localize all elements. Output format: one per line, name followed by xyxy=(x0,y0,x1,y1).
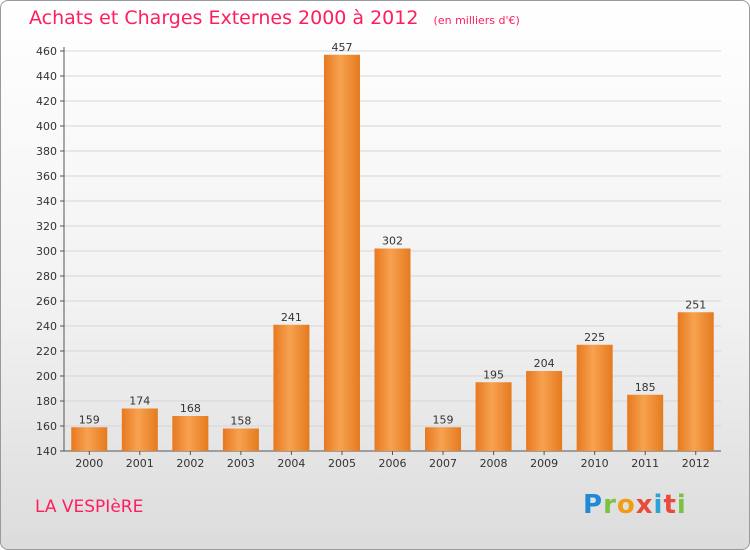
bar-value-label: 168 xyxy=(180,402,201,415)
y-tick-label: 460 xyxy=(36,45,57,58)
bar xyxy=(273,324,310,451)
y-tick-label: 220 xyxy=(36,345,57,358)
y-tick-label: 380 xyxy=(36,145,57,158)
commune-name: LA VESPIèRE xyxy=(35,497,144,517)
bar xyxy=(71,427,108,451)
y-tick-label: 440 xyxy=(36,70,57,83)
bar-value-label: 241 xyxy=(281,311,302,324)
proxiti-logo: Proxiti xyxy=(583,490,687,520)
x-tick-label: 2002 xyxy=(176,457,204,470)
bar-value-label: 185 xyxy=(635,381,656,394)
y-tick-label: 320 xyxy=(36,220,57,233)
y-tick-label: 200 xyxy=(36,370,57,383)
bar-value-label: 174 xyxy=(129,395,150,408)
unit-label: (en milliers d'€) xyxy=(433,14,520,27)
chart-heading: Achats et Charges Externes 2000 à 2012 (… xyxy=(29,7,520,29)
bar-value-label: 251 xyxy=(685,298,706,311)
logo-letter: r xyxy=(603,490,617,520)
bar xyxy=(475,382,512,451)
logo-letter: o xyxy=(616,490,636,520)
bar xyxy=(374,248,411,451)
y-tick-label: 300 xyxy=(36,245,57,258)
bar xyxy=(425,427,462,451)
x-tick-label: 2012 xyxy=(682,457,710,470)
logo-letter: i xyxy=(676,490,687,520)
y-tick-label: 240 xyxy=(36,320,57,333)
x-tick-label: 2007 xyxy=(429,457,457,470)
y-tick-label: 140 xyxy=(36,445,57,458)
bar-value-label: 158 xyxy=(230,415,251,428)
y-tick-label: 260 xyxy=(36,295,57,308)
bar-value-label: 225 xyxy=(584,331,605,344)
bar xyxy=(121,408,158,451)
bar xyxy=(172,416,209,451)
y-tick-label: 340 xyxy=(36,195,57,208)
bar xyxy=(323,54,360,451)
x-tick-label: 2006 xyxy=(379,457,407,470)
x-tick-label: 2001 xyxy=(126,457,154,470)
logo-letter: x xyxy=(635,490,654,520)
bars xyxy=(71,54,714,451)
bar xyxy=(576,344,613,451)
axes: 140 160 180 200 220 240 260 280 300 320 340 360 380 4… xyxy=(36,45,721,470)
y-tick-label: 280 xyxy=(36,270,57,283)
bar xyxy=(222,428,259,451)
logo-letter: P xyxy=(583,490,604,520)
logo-letter: t xyxy=(663,490,677,520)
y-tick-label: 420 xyxy=(36,95,57,108)
bar xyxy=(526,371,563,451)
bar xyxy=(627,394,664,451)
bar-value-label: 302 xyxy=(382,235,403,248)
x-tick-label: 2005 xyxy=(328,457,356,470)
x-tick-label: 2003 xyxy=(227,457,255,470)
x-tick-label: 2004 xyxy=(277,457,305,470)
chart-title: Achats et Charges Externes 2000 à 2012 xyxy=(29,7,419,29)
y-tick-label: 160 xyxy=(36,420,57,433)
x-tick-label: 2011 xyxy=(631,457,659,470)
x-tick-label: 2008 xyxy=(480,457,508,470)
x-tick-label: 2010 xyxy=(581,457,609,470)
logo-letter: i xyxy=(653,490,664,520)
labels: 159 174 168 158 241 457 302 159 195 204 225 185 251 xyxy=(79,41,706,428)
bar-value-label: 159 xyxy=(79,413,100,426)
x-tick-label: 2000 xyxy=(75,457,103,470)
bar-value-label: 204 xyxy=(534,357,555,370)
y-tick-label: 360 xyxy=(36,170,57,183)
bar-value-label: 159 xyxy=(433,413,454,426)
x-tick-label: 2009 xyxy=(530,457,558,470)
bar-value-label: 457 xyxy=(331,41,352,54)
y-tick-label: 180 xyxy=(36,395,57,408)
bar-value-label: 195 xyxy=(483,368,504,381)
bar xyxy=(677,312,714,451)
y-tick-label: 400 xyxy=(36,120,57,133)
